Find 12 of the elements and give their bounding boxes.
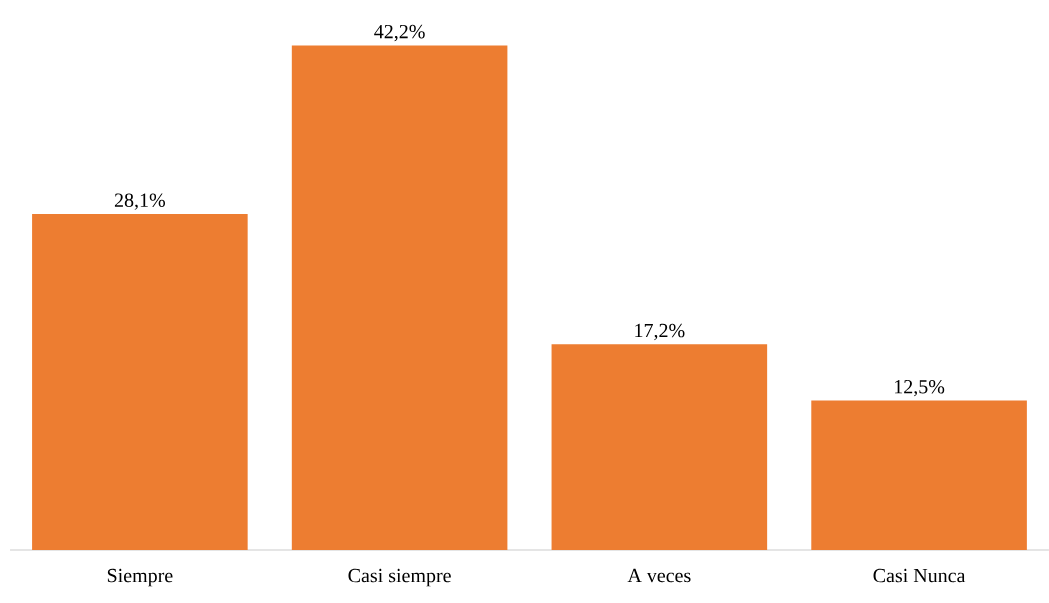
bar [811,400,1027,550]
bar [32,214,248,550]
x-tick-label: Casi Nunca [873,568,966,583]
bar [551,344,768,550]
x-tick-label: Casi siempre [348,568,451,587]
data-label: 42,2% [374,24,425,42]
data-label: 17,2% [635,323,685,341]
data-label: 28,1% [114,193,166,210]
x-tick-label: A veces [627,568,691,583]
bar [291,45,508,550]
data-label: 12,5% [895,379,945,397]
x-tick-label: Siempre [107,568,173,587]
